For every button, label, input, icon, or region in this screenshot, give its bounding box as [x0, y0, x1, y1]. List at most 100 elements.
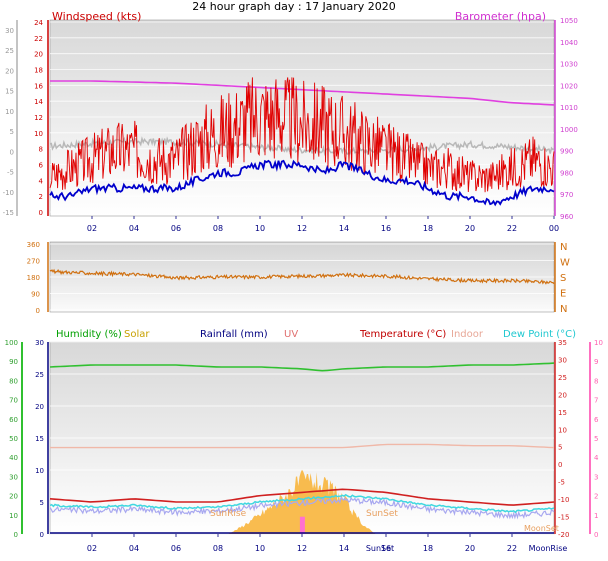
solar-label: Solar [124, 329, 150, 340]
humidity-tick-label: 70 [9, 397, 18, 405]
left-tick-label: 8 [39, 146, 43, 154]
x-tick-label: 18 [423, 544, 433, 553]
x-tick-label: 08 [213, 544, 223, 553]
left-tick-label: 4 [39, 177, 44, 185]
windspeed-label: Windspeed (kts) [52, 10, 141, 23]
outer-tick-label: 30 [5, 27, 14, 35]
left-tick-label: 24 [34, 19, 43, 27]
temperature-label: Temperature (°C) [359, 329, 446, 340]
right-tick-label: 1040 [560, 39, 578, 47]
right-tick-label: 990 [560, 148, 573, 156]
outer-tick-label: 0 [10, 148, 14, 156]
right-temp-tick-label: -15 [558, 514, 569, 522]
humidity-tick-label: 10 [9, 512, 18, 520]
uv-tick-label: 1 [594, 512, 598, 520]
x-tick-label: 16 [381, 544, 391, 553]
compass-label: S [560, 273, 566, 284]
x-tick-label: 22 [507, 224, 517, 233]
humidity-tick-label: 50 [9, 435, 18, 443]
direction-tick-label: 0 [36, 307, 40, 315]
direction-tick-label: 180 [27, 274, 40, 282]
outer-tick-label: 25 [5, 47, 14, 55]
right-temp-tick-label: 0 [558, 461, 562, 469]
humidity-label: Humidity (%) [56, 329, 122, 340]
humidity-tick-label: 100 [5, 339, 18, 347]
x-tick-label: 14 [339, 544, 349, 553]
x-tick-label: 12 [297, 544, 307, 553]
series-uv [299, 516, 305, 534]
right-temp-tick-label: 5 [558, 444, 562, 452]
right-tick-label: 1010 [560, 104, 578, 112]
series-dew-noise [49, 495, 555, 520]
outer-tick-label: 5 [10, 128, 14, 136]
series-average-wind [49, 159, 555, 207]
right-temp-tick-label: -5 [558, 479, 565, 487]
chart-title: 24 hour graph day : 17 January 2020 [192, 0, 396, 13]
x-tick-label: 04 [129, 544, 139, 553]
left-tick-label: 16 [34, 82, 43, 90]
direction-tick-label: 360 [27, 241, 40, 249]
left-tick-label: 12 [34, 114, 43, 122]
x-tick-label: 14 [339, 224, 349, 233]
moonset-label: MoonSet [524, 524, 559, 533]
panel1-plot-area [49, 19, 555, 217]
left-tick-label: 6 [39, 162, 44, 170]
temp-tick-label: 30 [35, 339, 44, 347]
series-indoor [50, 443, 555, 449]
direction-tick-label: 270 [27, 258, 40, 266]
compass-label: W [560, 258, 570, 269]
left-tick-label: 10 [34, 130, 43, 138]
left-tick-label: 2 [39, 193, 43, 201]
right-temp-tick-label: 25 [558, 374, 567, 382]
uv-label: UV [284, 329, 298, 340]
x-tick-label: 12 [297, 224, 307, 233]
humidity-tick-label: 20 [9, 493, 18, 501]
left-tick-label: 22 [34, 35, 43, 43]
panel1-gridlines [50, 21, 554, 213]
outer-tick-label: -15 [3, 209, 14, 217]
series-dewpoint [49, 493, 555, 514]
outer-tick-label: 15 [5, 88, 14, 96]
panel3-temp-axis: 0 5 10 15 20 25 30 [35, 339, 49, 539]
uv-tick-label: 0 [594, 531, 598, 539]
humidity-tick-label: 60 [9, 416, 18, 424]
left-tick-label: 0 [39, 209, 43, 217]
right-temp-tick-label: 35 [558, 339, 567, 347]
panel3-x-ticks: 02 04 06 08 10 12 14 16 18 20 22 [87, 534, 517, 553]
uv-tick-label: 2 [594, 493, 598, 501]
dewpoint-label: Dew Point (°C) [503, 329, 576, 340]
humidity-tick-label: 30 [9, 473, 18, 481]
sunset-axis-label: SunSet [366, 544, 394, 553]
x-tick-label: 16 [381, 224, 391, 233]
uv-tick-label: 10 [594, 339, 603, 347]
panel3-right-temp-axis: -20 -15 -10 -5 0 5 10 15 20 25 30 35 [554, 339, 569, 539]
panel1-right-axis: 960 970 980 990 1000 1010 1020 1030 1040 1050 [554, 17, 578, 221]
right-temp-tick-label: 15 [558, 409, 567, 417]
left-tick-label: 14 [34, 98, 43, 106]
x-tick-label: 04 [129, 224, 139, 233]
moonrise-axis-label: MoonRise [529, 544, 568, 553]
x-tick-label: 20 [465, 224, 475, 233]
panel2-series [49, 268, 555, 285]
temp-tick-label: 10 [35, 467, 44, 475]
barometer-label: Barometer (hpa) [455, 10, 546, 23]
right-tick-label: 970 [560, 191, 573, 199]
outer-tick-label: -5 [7, 169, 14, 177]
x-tick-label: 06 [171, 224, 181, 233]
series-barometer [50, 80, 555, 106]
indoor-label: Indoor [451, 329, 484, 340]
panel3-series [49, 362, 555, 534]
compass-label: N [560, 304, 567, 315]
panel3-uv-axis: 0 1 2 3 4 5 6 7 8 9 10 [589, 339, 603, 539]
x-tick-label: 02 [87, 224, 97, 233]
x-tick-label: 20 [465, 544, 475, 553]
series-humidity [49, 362, 555, 372]
rainfall-label: Rainfall (mm) [200, 329, 268, 340]
uv-tick-label: 8 [594, 377, 598, 385]
temp-tick-label: 25 [35, 371, 44, 379]
right-tick-label: 1050 [560, 17, 578, 25]
right-tick-label: 980 [560, 169, 573, 177]
